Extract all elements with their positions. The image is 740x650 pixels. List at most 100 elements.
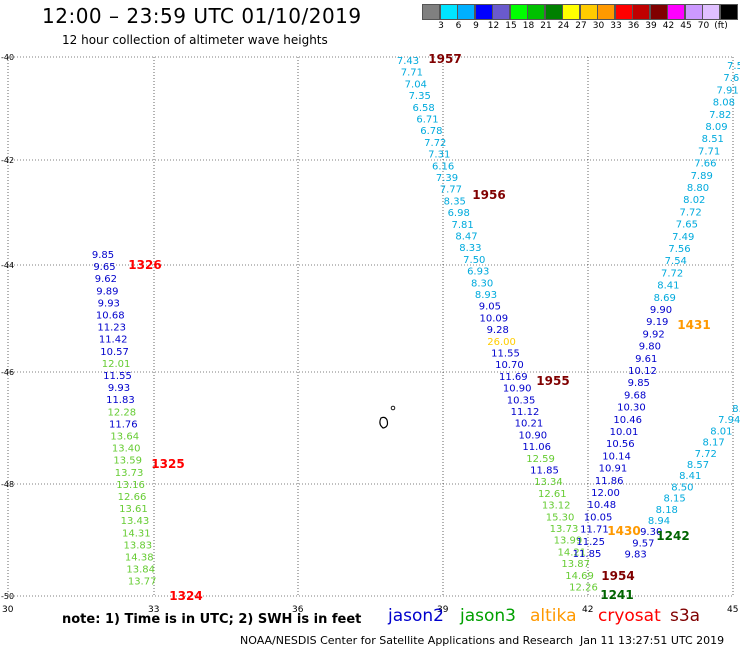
wave-height-value: 9.93 bbox=[108, 383, 130, 394]
wave-height-value: 9.61 bbox=[635, 354, 657, 365]
wave-height-value: 7.65 bbox=[676, 220, 698, 231]
wave-height-value: 7.35 bbox=[409, 91, 431, 102]
legend-jason2: jason2 bbox=[388, 606, 444, 626]
wave-height-value: 7.5 bbox=[727, 61, 740, 72]
color-swatch bbox=[474, 4, 493, 20]
pass-time-label: 1957 bbox=[428, 52, 461, 66]
wave-height-value: 8.57 bbox=[687, 460, 709, 471]
color-swatch bbox=[702, 4, 720, 20]
latitude-label: -40 bbox=[1, 53, 14, 62]
wave-height-value: 8.41 bbox=[679, 471, 701, 482]
wave-height-value: 10.56 bbox=[606, 439, 635, 450]
wave-height-value: 12.59 bbox=[526, 454, 555, 465]
color-scale-tick: 21 bbox=[540, 21, 552, 31]
color-scale-tick: 33 bbox=[610, 21, 622, 31]
page-title: 12:00 – 23:59 UTC 01/10/2019 bbox=[42, 4, 362, 28]
wave-height-value: 12.66 bbox=[118, 492, 147, 503]
color-swatch bbox=[527, 4, 545, 20]
wave-height-value: 8.01 bbox=[710, 426, 732, 437]
wave-height-value: 7.72 bbox=[661, 268, 683, 279]
wave-height-value: 15.30 bbox=[546, 512, 575, 523]
wave-height-value: 7.71 bbox=[401, 68, 423, 79]
legend-s3a: s3a bbox=[670, 606, 701, 626]
latitude-label: -44 bbox=[1, 261, 14, 270]
wave-height-value: 11.55 bbox=[491, 349, 520, 360]
latitude-label: -50 bbox=[1, 592, 14, 601]
wave-height-value: 6.71 bbox=[416, 115, 438, 126]
wave-height-value: 8.08 bbox=[713, 98, 735, 109]
wave-height-value: 9.85 bbox=[628, 378, 650, 389]
wave-height-value: 6.58 bbox=[412, 103, 434, 114]
wave-height-value: 13.73 bbox=[550, 524, 579, 535]
wave-height-value: 8.94 bbox=[648, 516, 670, 527]
wave-height-value: 9.28 bbox=[487, 325, 509, 336]
wave-height-value: 11.85 bbox=[573, 549, 602, 560]
color-scale-unit: (ft) bbox=[714, 21, 728, 31]
color-scale-tick: 70 bbox=[697, 21, 710, 31]
wave-height-value: 8.51 bbox=[702, 134, 724, 145]
wave-height-value: 8.18 bbox=[656, 505, 678, 516]
wave-height-value: 13.43 bbox=[121, 516, 150, 527]
wave-height-value: 11.69 bbox=[499, 372, 528, 383]
wave-height-value: 9.30 bbox=[640, 527, 662, 538]
wave-height-value: 8.09 bbox=[705, 122, 727, 133]
wave-height-value: 7.43 bbox=[397, 56, 419, 67]
wave-height-value: 8.47 bbox=[455, 232, 477, 243]
color-scale-tick: 36 bbox=[627, 21, 640, 31]
wave-height-value: 14.38 bbox=[125, 553, 154, 564]
wave-height-value: 9.85 bbox=[92, 250, 114, 261]
pass-time-labels: 1957 1956 1955 1954 1326 1325 1324 1431 1430 1242… bbox=[128, 52, 710, 603]
wave-height-value: 6.98 bbox=[448, 208, 470, 219]
color-swatch bbox=[684, 4, 703, 20]
pass-time-label: 1430 bbox=[607, 524, 640, 538]
wave-height-value: 10.09 bbox=[479, 313, 508, 324]
wave-height-value: 10.90 bbox=[503, 384, 532, 395]
wave-height-value: 10.21 bbox=[515, 419, 544, 430]
wave-height-value: 9.05 bbox=[479, 302, 501, 313]
pass-time-label: 1326 bbox=[128, 258, 161, 272]
wave-height-value: 6.78 bbox=[420, 126, 442, 137]
wave-height-value: 11.12 bbox=[511, 407, 540, 418]
wave-height-value: 7.94 bbox=[718, 415, 740, 426]
longitude-label: 36 bbox=[292, 605, 304, 615]
wave-height-value: 7.49 bbox=[672, 232, 694, 243]
wave-height-value: 9.65 bbox=[93, 262, 115, 273]
wave-height-value: 8.33 bbox=[459, 243, 481, 254]
color-scale-tick: 6 bbox=[455, 21, 462, 31]
color-scale-tick: 3 bbox=[438, 21, 444, 31]
wave-height-value: 26.00 bbox=[487, 337, 516, 348]
wave-height-value: 9.93 bbox=[98, 298, 120, 309]
wave-height-value: 8.93 bbox=[475, 290, 497, 301]
wave-height-value: 8.35 bbox=[444, 196, 466, 207]
color-swatch bbox=[667, 4, 685, 20]
wave-height-value: 8.15 bbox=[663, 494, 685, 505]
wave-height-value: 10.35 bbox=[507, 395, 536, 406]
wave-height-value: 9.90 bbox=[650, 305, 672, 316]
wave-height-value: 11.85 bbox=[530, 466, 559, 477]
wave-height-value: 12.28 bbox=[108, 407, 137, 418]
page-subtitle: 12 hour collection of altimeter wave hei… bbox=[62, 33, 328, 47]
wave-height-value: 13.34 bbox=[534, 477, 563, 488]
wave-height-value: 6.16 bbox=[432, 161, 454, 172]
wave-height-value: 7.72 bbox=[679, 207, 701, 218]
wave-height-value: 7.04 bbox=[405, 79, 427, 90]
color-swatch bbox=[719, 4, 738, 20]
legend-jason3: jason3 bbox=[460, 606, 516, 626]
wave-height-value: 7.72 bbox=[424, 138, 446, 149]
generated-timestamp: Jan 11 13:27:51 UTC 2019 bbox=[580, 634, 725, 647]
wave-height-value: 13.61 bbox=[119, 504, 148, 515]
wave-height-value: 10.30 bbox=[617, 403, 646, 414]
lat-lon-grid bbox=[7, 56, 734, 597]
color-scale-tick: 15 bbox=[505, 21, 517, 31]
wave-height-value: 12.00 bbox=[591, 488, 620, 499]
wave-height-value: 12.01 bbox=[102, 359, 131, 370]
pass-time-label: 1242 bbox=[656, 529, 689, 543]
longitude-label: 42 bbox=[582, 605, 593, 615]
wave-height-value: 11.06 bbox=[522, 442, 551, 453]
wave-height-value: 7.82 bbox=[709, 110, 731, 121]
wave-height-value: 7.56 bbox=[668, 244, 690, 255]
color-swatch bbox=[492, 4, 510, 20]
wave-height-value: 13.12 bbox=[542, 501, 571, 512]
wave-height-value: 13.73 bbox=[115, 468, 144, 479]
